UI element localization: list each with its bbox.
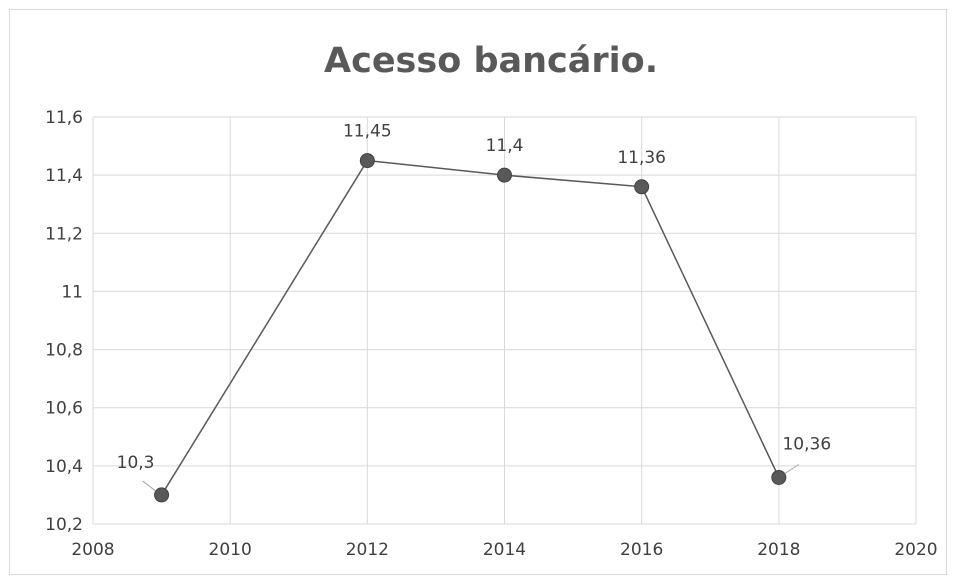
x-tick-label: 2016: [620, 540, 663, 560]
label-leader-line: [784, 464, 800, 474]
data-point: [771, 469, 787, 485]
series-line: [160, 159, 780, 496]
x-tick-label: 2010: [209, 540, 252, 560]
label-leader-line: [142, 480, 156, 492]
x-tick-label: 2020: [894, 540, 937, 560]
line-chart: Acesso bancário. 10,210,410,610,81111,21…: [45, 41, 937, 560]
y-tick-label: 10,4: [45, 457, 83, 477]
x-tick-label: 2008: [71, 540, 114, 560]
axis-tick-labels: 10,2 10,4 10,6 10,8 11 11,2 11,4 11,6 2008 2010 20…: [45, 108, 937, 560]
data-label: 11,45: [343, 122, 392, 142]
data-label: 10,36: [782, 434, 831, 454]
y-tick-label: 11,4: [45, 166, 83, 186]
y-tick-label: 10,8: [45, 341, 83, 361]
series-layer: [154, 153, 787, 503]
x-tick-label: 2012: [346, 540, 389, 560]
gridlines: [92, 116, 917, 525]
data-point: [154, 487, 170, 503]
y-tick-label: 10,6: [45, 399, 83, 419]
y-tick-label: 11: [61, 282, 83, 302]
y-tick-label: 11,6: [45, 108, 83, 128]
data-point: [634, 179, 650, 195]
data-point: [359, 153, 375, 169]
y-tick-label: 11,2: [45, 224, 83, 244]
x-tick-label: 2018: [757, 540, 800, 560]
y-tick-label: 10,2: [45, 515, 83, 535]
data-label: 11,4: [486, 136, 524, 156]
x-tick-label: 2014: [483, 540, 526, 560]
data-point: [497, 167, 512, 183]
data-label: 11,36: [617, 148, 666, 168]
chart-title: Acesso bancário.: [324, 41, 658, 81]
data-labels: 10,3 11,45 11,4 11,36 10,36: [117, 122, 831, 492]
data-label: 10,3: [117, 453, 155, 473]
chart-frame: Acesso bancário. 10,2 10,4 10,6 10,8 11 11,2 1…: [9, 9, 947, 575]
